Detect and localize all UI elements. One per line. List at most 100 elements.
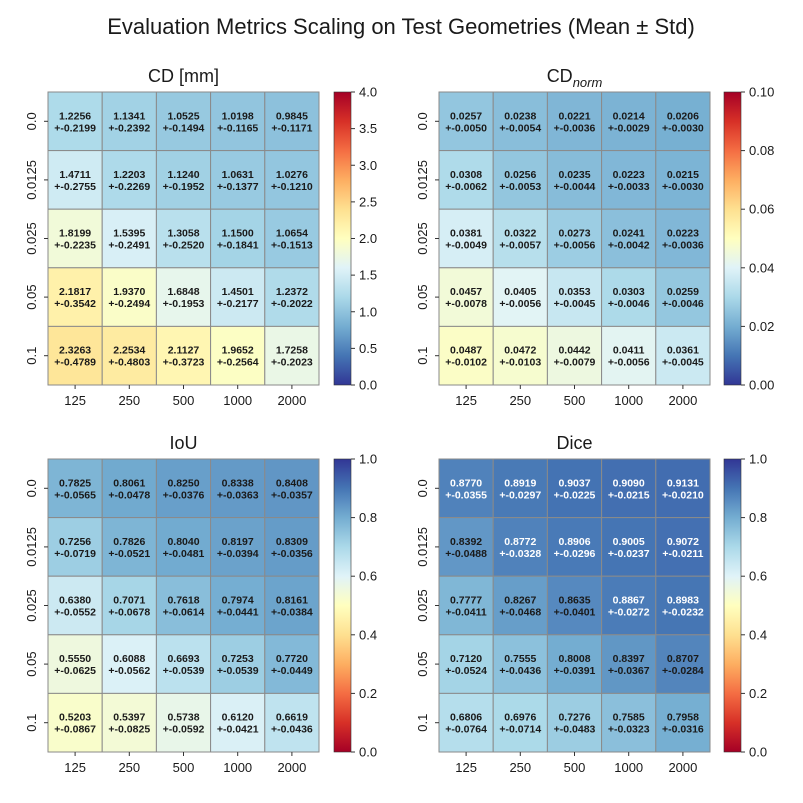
cell-mean-label: 1.9652 bbox=[222, 345, 254, 357]
colorbar-tick-label: 1.0 bbox=[749, 452, 767, 467]
x-tick-label: 125 bbox=[455, 393, 477, 408]
colorbar-tick-label: 0.00 bbox=[749, 378, 774, 393]
heatmap-cell bbox=[264, 517, 320, 577]
cell-mean-label: 0.0442 bbox=[558, 345, 590, 357]
x-tick-label: 500 bbox=[173, 760, 195, 775]
cell-mean-label: 0.9131 bbox=[667, 477, 699, 489]
cell-mean-label: 0.6806 bbox=[450, 712, 482, 724]
cell-mean-label: 1.4501 bbox=[222, 286, 254, 298]
cell-mean-label: 1.9370 bbox=[113, 286, 145, 298]
cell-std-label: +-0.1494 bbox=[163, 122, 205, 134]
cell-std-label: +-0.0296 bbox=[554, 548, 596, 560]
heatmap-cell bbox=[155, 150, 212, 210]
cell-mean-label: 0.7253 bbox=[222, 653, 254, 665]
cell-mean-label: 1.6848 bbox=[167, 286, 199, 298]
colorbar-tick-label: 0.10 bbox=[749, 85, 774, 100]
heatmap-cell bbox=[155, 458, 212, 519]
cell-mean-label: 1.1240 bbox=[167, 169, 199, 181]
heatmap-cell bbox=[155, 91, 212, 152]
cell-mean-label: 1.0276 bbox=[276, 169, 308, 181]
cell-std-label: +-0.1953 bbox=[163, 298, 205, 310]
heatmap-cell bbox=[264, 458, 320, 519]
x-tick-label: 125 bbox=[64, 393, 86, 408]
heatmap-cell bbox=[601, 267, 657, 327]
heatmap-cell bbox=[655, 692, 711, 753]
colorbar-tick-label: 0.4 bbox=[749, 627, 767, 642]
cell-std-label: +-0.0401 bbox=[554, 607, 596, 619]
cell-std-label: +-0.2199 bbox=[54, 122, 96, 134]
x-tick-label: 2000 bbox=[277, 393, 306, 408]
y-tick-label: 0.05 bbox=[415, 651, 430, 676]
cell-mean-label: 0.0215 bbox=[667, 169, 699, 181]
cell-mean-label: 0.6088 bbox=[113, 653, 145, 665]
x-tick-label: 500 bbox=[564, 760, 586, 775]
cell-mean-label: 2.1127 bbox=[168, 345, 200, 357]
cell-std-label: +-0.0441 bbox=[217, 607, 259, 619]
cell-mean-label: 1.1500 bbox=[222, 228, 254, 240]
cell-mean-label: 0.6693 bbox=[167, 653, 199, 665]
colorbar-tick-label: 0.06 bbox=[749, 202, 774, 217]
cell-mean-label: 1.5395 bbox=[113, 228, 145, 240]
heatmap-cell bbox=[438, 458, 494, 519]
colorbar-tick-label: 0.8 bbox=[749, 510, 767, 525]
cell-std-label: +-0.0045 bbox=[662, 357, 704, 369]
x-tick-label: 1000 bbox=[614, 393, 643, 408]
x-tick-label: 2000 bbox=[277, 760, 306, 775]
heatmap-cell bbox=[546, 150, 603, 210]
cell-mean-label: 1.2203 bbox=[113, 169, 145, 181]
cell-std-label: +-0.0211 bbox=[662, 548, 703, 560]
heatmap-cell bbox=[101, 150, 157, 210]
heatmap-cell bbox=[264, 575, 320, 636]
cell-mean-label: 0.6380 bbox=[59, 595, 91, 607]
cell-std-label: +-0.0764 bbox=[445, 724, 487, 736]
colorbar-tick-label: 0.2 bbox=[359, 686, 377, 701]
cell-mean-label: 0.5397 bbox=[113, 712, 145, 724]
cell-mean-label: 0.7618 bbox=[167, 595, 199, 607]
cell-std-label: +-0.0056 bbox=[554, 240, 596, 252]
cell-mean-label: 0.7120 bbox=[450, 653, 482, 665]
heatmap-cell bbox=[655, 575, 711, 636]
x-tick-label: 1000 bbox=[223, 760, 252, 775]
cell-mean-label: 0.7777 bbox=[450, 595, 482, 607]
cell-std-label: +-0.0079 bbox=[554, 357, 596, 369]
x-tick-label: 1000 bbox=[223, 393, 252, 408]
cell-std-label: +-0.0057 bbox=[499, 240, 541, 252]
heatmap-cell bbox=[601, 208, 657, 269]
heatmap-cell bbox=[264, 150, 320, 210]
cell-std-label: +-0.0867 bbox=[54, 724, 96, 736]
cell-std-label: +-0.0036 bbox=[662, 240, 704, 252]
cell-std-label: +-0.0436 bbox=[499, 665, 541, 677]
x-tick-label: 1000 bbox=[614, 760, 643, 775]
cell-std-label: +-0.0078 bbox=[445, 298, 487, 310]
heatmap-cell bbox=[655, 91, 711, 152]
cell-mean-label: 0.0322 bbox=[504, 228, 536, 240]
cell-mean-label: 0.8061 bbox=[113, 477, 145, 489]
cell-mean-label: 0.5203 bbox=[59, 712, 91, 724]
cell-mean-label: 0.8392 bbox=[450, 536, 482, 548]
cell-std-label: +-0.0284 bbox=[662, 665, 704, 677]
colorbar-tick-label: 0.0 bbox=[749, 745, 767, 760]
heatmap-cell bbox=[655, 208, 711, 269]
cell-mean-label: 0.0411 bbox=[613, 345, 645, 357]
cell-std-label: +-0.0367 bbox=[608, 665, 650, 677]
heatmap-cell bbox=[546, 208, 603, 269]
y-tick-label: 0.0125 bbox=[415, 160, 430, 200]
cell-mean-label: 0.7825 bbox=[59, 477, 91, 489]
cell-mean-label: 0.8309 bbox=[276, 536, 308, 548]
cell-std-label: +-0.0033 bbox=[608, 181, 650, 193]
cell-mean-label: 0.0457 bbox=[450, 286, 482, 298]
x-tick-label: 125 bbox=[64, 760, 86, 775]
colorbar-tick-label: 2.0 bbox=[359, 231, 377, 246]
cell-mean-label: 0.7720 bbox=[276, 653, 308, 665]
heatmap-cell bbox=[47, 150, 103, 210]
y-tick-label: 0.05 bbox=[24, 651, 39, 676]
cell-std-label: +-0.4803 bbox=[108, 357, 150, 369]
cell-std-label: +-0.0394 bbox=[217, 548, 259, 560]
cell-std-label: +-0.1377 bbox=[217, 181, 259, 193]
cell-mean-label: 1.0654 bbox=[276, 228, 308, 240]
x-tick-label: 2000 bbox=[668, 393, 697, 408]
cell-mean-label: 0.7585 bbox=[613, 712, 645, 724]
cell-mean-label: 0.7256 bbox=[59, 536, 91, 548]
heatmap-cell bbox=[546, 458, 603, 519]
